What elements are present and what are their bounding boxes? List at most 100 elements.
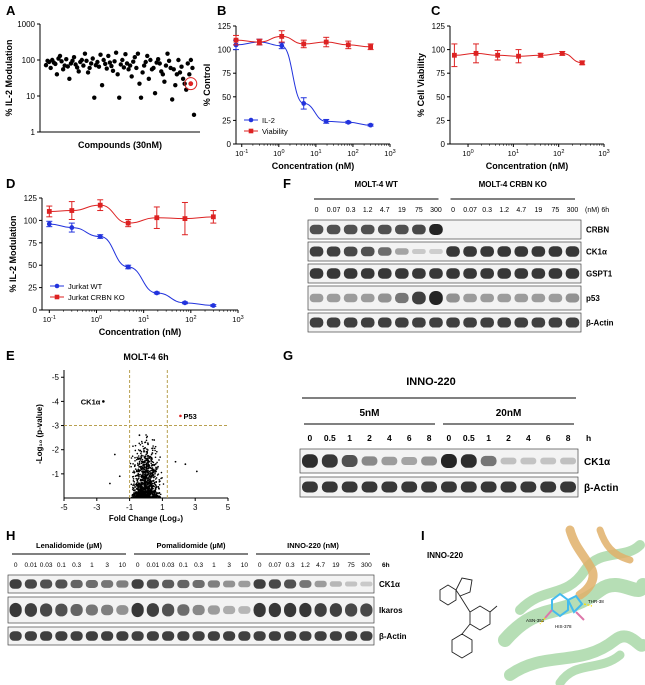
data-point	[139, 479, 142, 482]
band	[343, 293, 358, 303]
lane-label: 0.3	[482, 207, 492, 214]
data-point	[135, 51, 141, 56]
data-point	[152, 495, 155, 498]
band	[85, 631, 98, 641]
data-point	[154, 215, 160, 221]
data-point	[141, 495, 144, 498]
lane-label: 300	[361, 562, 372, 569]
band	[446, 268, 460, 279]
band	[412, 317, 426, 328]
data-point	[98, 52, 103, 57]
y-tick-label: -2	[52, 446, 60, 455]
data-point	[134, 492, 136, 495]
data-point	[154, 472, 156, 475]
data-point	[368, 44, 374, 50]
data-point	[69, 208, 75, 213]
data-point	[135, 477, 138, 480]
band	[377, 268, 392, 279]
band	[480, 268, 494, 279]
data-point	[151, 452, 153, 454]
data-point	[151, 65, 156, 71]
data-point	[142, 445, 144, 448]
band	[9, 602, 22, 618]
band	[309, 293, 324, 303]
band	[480, 317, 494, 328]
band	[321, 454, 338, 468]
data-point	[150, 475, 153, 478]
data-point	[137, 481, 139, 484]
ribbon	[515, 540, 645, 615]
y-axis-title: % Cell Viability	[416, 53, 426, 117]
data-point	[134, 486, 137, 488]
data-point	[59, 59, 64, 64]
data-point	[145, 494, 148, 497]
data-point	[150, 453, 153, 456]
data-point	[147, 457, 149, 460]
data-point	[145, 480, 147, 483]
data-point	[143, 456, 146, 459]
band	[131, 602, 144, 618]
lane-label: 0.3	[194, 562, 203, 569]
data-point	[152, 476, 155, 479]
band	[360, 293, 375, 303]
data-point	[345, 42, 351, 48]
x-tick-label: 102	[185, 315, 196, 324]
band	[85, 580, 98, 588]
group-label: 5nM	[360, 408, 380, 419]
annotated-point	[179, 414, 182, 418]
data-point	[53, 61, 58, 67]
data-point	[141, 493, 144, 496]
data-point	[139, 483, 142, 486]
band	[497, 246, 512, 257]
data-point	[136, 452, 139, 455]
data-point	[154, 463, 156, 466]
data-point	[144, 455, 147, 458]
band	[9, 579, 22, 589]
data-point	[87, 65, 92, 71]
data-point	[134, 483, 137, 486]
band	[253, 602, 266, 618]
data-point	[143, 466, 146, 468]
band	[284, 631, 297, 641]
data-point	[152, 90, 158, 96]
band	[381, 456, 398, 466]
band	[207, 580, 220, 588]
data-point	[133, 483, 135, 485]
data-point	[120, 57, 125, 63]
data-point	[143, 463, 146, 466]
band	[463, 293, 477, 303]
lane-label: 4.7	[516, 207, 526, 214]
band	[429, 268, 443, 279]
band	[377, 247, 392, 256]
data-point	[139, 459, 142, 461]
data-point	[67, 76, 72, 82]
row-label: β-Actin	[586, 319, 614, 328]
data-point	[146, 478, 149, 480]
data-point	[163, 63, 169, 68]
band	[329, 631, 342, 641]
data-point	[154, 475, 156, 478]
data-point	[156, 461, 158, 464]
band	[514, 268, 529, 279]
band	[177, 604, 190, 616]
data-point	[149, 483, 152, 486]
data-point	[148, 492, 150, 494]
x-tick-label: 3	[193, 503, 198, 512]
data-point	[188, 57, 194, 63]
data-point	[153, 491, 156, 494]
band	[24, 631, 37, 641]
data-point	[131, 476, 134, 478]
band	[162, 603, 175, 617]
band	[560, 457, 577, 465]
band	[565, 246, 580, 257]
data-point	[153, 471, 156, 473]
data-point	[142, 455, 144, 457]
data-point	[148, 457, 151, 459]
highlight-ring	[184, 77, 198, 91]
data-point	[150, 467, 152, 469]
data-point	[156, 450, 158, 453]
data-point	[104, 66, 109, 71]
data-point	[95, 59, 100, 65]
blot-row-strip	[307, 312, 582, 333]
